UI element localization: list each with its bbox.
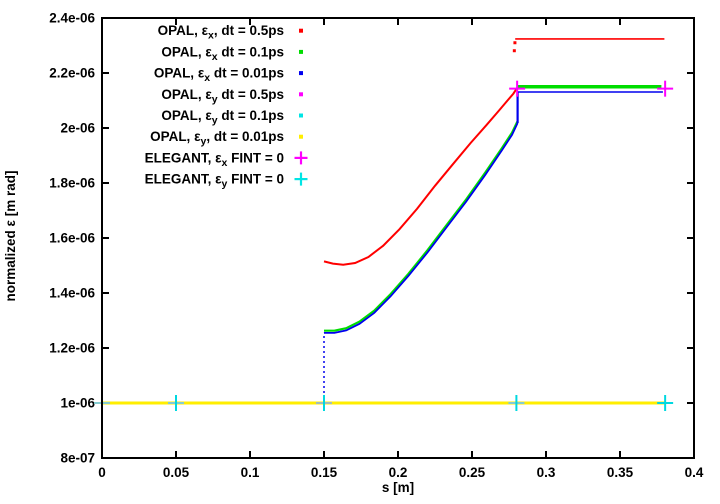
legend-entry-elegant-ey: ELEGANT, εy FINT = 0 (145, 172, 308, 191)
legend-label-opal-ey-dt01: OPAL, εy dt = 0.1ps (161, 108, 284, 127)
legend-entry-opal-ey-dt01: OPAL, εy dt = 0.1ps (161, 108, 303, 127)
legend-entry-opal-ey-dt001: OPAL, εy, dt = 0.01ps (150, 129, 303, 148)
y-tick-label: 2.4e-06 (49, 11, 95, 26)
series-opal-ex-dt05-seg0 (323, 87, 518, 266)
y-tick-label: 1e-06 (60, 396, 95, 411)
legend-label-elegant-ey: ELEGANT, εy FINT = 0 (145, 172, 284, 191)
x-tick-label: 0 (98, 465, 106, 480)
legend-entry-opal-ey-dt05: OPAL, εy dt = 0.5ps (161, 87, 303, 106)
y-tick-label: 1.2e-06 (49, 341, 95, 356)
x-tick-label: 0.35 (607, 465, 634, 480)
series-opal-ex-dt05-dot (512, 49, 516, 53)
legend-entry-opal-ex-dt01: OPAL, εx dt = 0.1ps (161, 44, 303, 63)
legend-marker-square-opal-ey-dt05 (299, 92, 303, 97)
y-tick-label: 1.4e-06 (49, 286, 95, 301)
y-tick-label: 1.6e-06 (49, 231, 95, 246)
legend-marker-square-opal-ex-dt001 (299, 71, 303, 76)
legend-label-opal-ex-dt01: OPAL, εx dt = 0.1ps (161, 44, 284, 63)
x-tick-label: 0.05 (163, 465, 190, 480)
legend-label-opal-ex-dt05: OPAL, εx, dt = 0.5ps (158, 23, 284, 42)
series-opal-ex-dt05-dot (513, 41, 517, 45)
x-tick-label: 0.1 (241, 465, 260, 480)
plot-frame (101, 17, 695, 459)
x-tick-label: 0.3 (537, 465, 556, 480)
y-tick-label: 8e-07 (60, 451, 95, 466)
legend-marker-square-opal-ey-dt01 (299, 113, 303, 118)
x-axis-label: s [m] (382, 480, 414, 495)
x-tick-label: 0.25 (459, 465, 486, 480)
y-axis-label: normalized ε [m rad] (3, 171, 18, 302)
x-tick-label: 0.4 (685, 465, 704, 480)
series-opal-ex-dt01-seg0 (324, 120, 519, 332)
x-tick-label: 0.15 (311, 465, 338, 480)
y-tick-label: 2.2e-06 (49, 66, 95, 81)
series-opal-ex-dt001-seg0 (324, 122, 519, 334)
y-tick-label: 1.8e-06 (49, 176, 95, 191)
y-tick-label: 2e-06 (60, 121, 95, 136)
legend-label-opal-ey-dt001: OPAL, εy, dt = 0.01ps (150, 129, 284, 148)
legend-marker-square-opal-ey-dt001 (299, 134, 303, 139)
legend-entry-elegant-ex: ELEGANT, εx FINT = 0 (145, 150, 308, 169)
x-tick-label: 0.2 (389, 465, 408, 480)
legend-label-opal-ey-dt05: OPAL, εy dt = 0.5ps (161, 87, 284, 106)
legend-marker-square-opal-ex-dt01 (299, 49, 303, 54)
legend-entry-opal-ex-dt001: OPAL, εx dt = 0.01ps (154, 66, 303, 85)
legend-label-elegant-ex: ELEGANT, εx FINT = 0 (145, 150, 284, 169)
legend-label-opal-ex-dt001: OPAL, εx dt = 0.01ps (154, 66, 284, 85)
legend-marker-square-opal-ex-dt05 (299, 28, 303, 33)
legend-entry-opal-ex-dt05: OPAL, εx, dt = 0.5ps (158, 23, 303, 42)
